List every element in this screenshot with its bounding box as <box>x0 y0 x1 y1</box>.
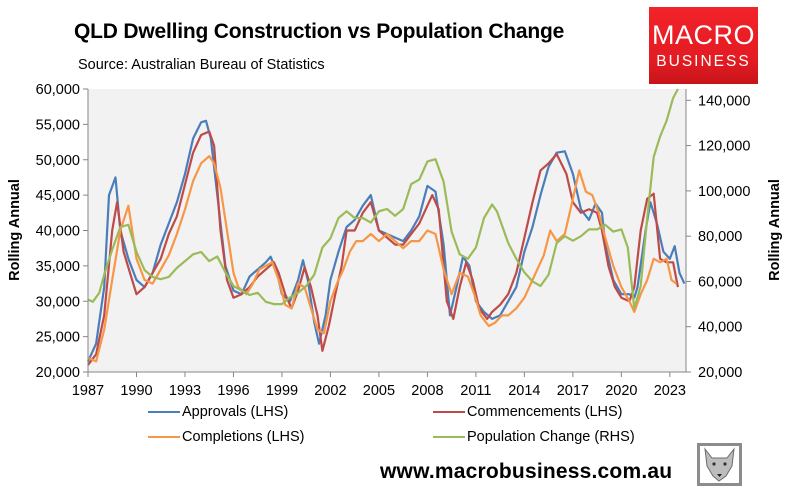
y-tick-label-left: 30,000 <box>36 294 80 310</box>
y-tick-label-left: 60,000 <box>36 82 80 98</box>
legend-swatch-completions <box>148 436 180 438</box>
x-tick-label: 2002 <box>314 383 346 399</box>
chart-subtitle: Source: Australian Bureau of Statistics <box>78 57 325 73</box>
y-tick-label-left: 50,000 <box>36 153 80 169</box>
x-tick-label: 1987 <box>72 383 104 399</box>
series-line-commencements-lhs <box>87 130 679 366</box>
macrobusiness-logo: MACRO BUSINESS <box>649 7 758 84</box>
legend-swatch-commencements <box>433 411 465 413</box>
logo-line2: BUSINESS <box>656 53 751 70</box>
y-tick-label-left: 45,000 <box>36 188 80 204</box>
y-tick-label-left: 25,000 <box>36 330 80 346</box>
legend-item-population: Population Change (RHS) <box>433 429 635 445</box>
x-tick-label: 1993 <box>169 383 201 399</box>
y-tick-label-left: 40,000 <box>36 224 80 240</box>
legend-item-approvals: Approvals (LHS) <box>148 404 288 420</box>
chart-title: QLD Dwelling Construction vs Population … <box>74 20 565 43</box>
wolf-head-icon <box>697 443 742 486</box>
legend-item-completions: Completions (LHS) <box>148 429 305 445</box>
series-line-completions-lhs <box>87 155 677 363</box>
y-tick-label-right: 20,000 <box>698 365 742 381</box>
legend-swatch-approvals <box>148 411 180 413</box>
x-tick-label: 2011 <box>460 383 491 399</box>
y-tick-label-left: 55,000 <box>36 117 80 133</box>
x-tick-label: 1990 <box>120 383 152 399</box>
series-layer <box>86 88 686 366</box>
series-line-population-change-rhs <box>87 88 679 310</box>
y-axis-title-left: Rolling Annual <box>7 179 23 281</box>
logo-line1: MACRO <box>652 20 755 50</box>
y-tick-label-right: 120,000 <box>698 139 750 155</box>
y-axis-title-right: Rolling Annual <box>767 179 783 281</box>
legend-item-commencements: Commencements (LHS) <box>433 404 623 420</box>
y-tick-label-right: 140,000 <box>698 93 750 109</box>
x-tick-label: 2023 <box>654 383 686 399</box>
legend-swatch-population <box>433 436 465 438</box>
x-tick-label: 2017 <box>557 383 589 399</box>
x-tick-label: 1999 <box>266 383 298 399</box>
y-tick-label-right: 60,000 <box>698 274 742 290</box>
x-tick-label: 1996 <box>217 383 249 399</box>
legend-label-completions: Completions (LHS) <box>182 429 305 445</box>
y-tick-label-left: 35,000 <box>36 259 80 275</box>
y-tick-label-right: 100,000 <box>698 184 750 200</box>
legend-label-approvals: Approvals (LHS) <box>182 404 289 420</box>
legend-label-commencements: Commencements (LHS) <box>467 404 623 420</box>
axes-layer: 20,000 25,000 30,000 35,000 40,000 45,000 50,0… <box>36 82 751 399</box>
y-tick-label-left: 20,000 <box>36 365 80 381</box>
x-tick-label: 2020 <box>605 383 637 399</box>
x-tick-label: 2008 <box>411 383 443 399</box>
legend-label-population: Population Change (RHS) <box>467 429 635 445</box>
y-tick-label-right: 40,000 <box>698 320 742 336</box>
x-tick-label: 2014 <box>508 383 540 399</box>
y-tick-label-right: 80,000 <box>698 229 742 245</box>
x-tick-label: 2005 <box>363 383 395 399</box>
website-url: www.macrobusiness.com.au <box>380 460 673 483</box>
